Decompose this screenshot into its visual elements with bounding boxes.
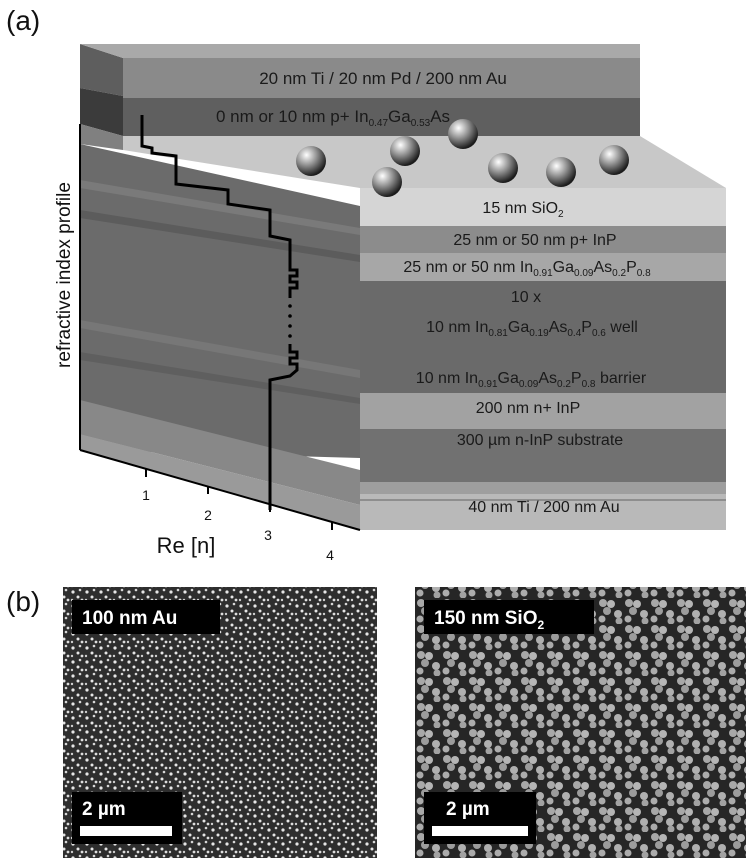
tick-label-3: 3 [264, 527, 272, 543]
layer-bottom-ti [360, 482, 726, 494]
sem-sio2-scale-bar [432, 826, 528, 836]
label-well: 10 nm In0.81Ga0.19As0.4P0.6 well [426, 319, 638, 339]
top-contact-block [80, 44, 640, 136]
label-metal-bottom: 40 nm Ti / 200 nm Au [468, 499, 619, 516]
panel-b-label: (b) [6, 586, 40, 617]
sem-image-au: 100 nm Au 2 µm [63, 587, 377, 858]
tick-label-4: 4 [326, 547, 334, 563]
sem-au-scale-text: 2 µm [82, 799, 126, 820]
label-sio2: 15 nm SiO2 [482, 200, 564, 220]
sem-image-sio2: 150 nm SiO2 2 µm [415, 587, 746, 858]
label-cap: 0 nm or 10 nm p+ In0.47Ga0.53As [216, 107, 450, 129]
sem-au-label-box [72, 600, 220, 634]
layer-p-inp [360, 226, 726, 253]
nanoparticle [296, 146, 326, 176]
label-barrier: 10 nm In0.91Ga0.09As0.2P0.8 barrier [416, 370, 647, 390]
nanoparticle [372, 167, 402, 197]
label-p-inp: 25 nm or 50 nm p+ InP [453, 232, 616, 249]
label-substrate: 300 µm n-InP substrate [457, 432, 623, 449]
label-repeat: 10 x [511, 289, 541, 306]
axis-title-re-n: Re [n] [157, 533, 216, 558]
label-metal-top: 20 nm Ti / 20 nm Pd / 200 nm Au [259, 69, 507, 88]
sem-sio2-scale-text: 2 µm [446, 799, 490, 820]
sem-sio2-label: 150 nm SiO2 [434, 608, 545, 632]
sem-sio2-label-box [424, 600, 594, 634]
layer-mqw [360, 281, 726, 393]
label-n-inp: 200 nm n+ InP [476, 400, 581, 417]
sem-au-label: 100 nm Au [82, 608, 177, 629]
profile-ellipsis-dots [288, 304, 292, 338]
stack-side-face [80, 44, 360, 530]
panel-a-label: (a) [6, 5, 40, 36]
tick-label-2: 2 [204, 507, 212, 523]
layer-sio2 [360, 188, 726, 226]
layer-n-inp [360, 393, 726, 429]
layer-quaternary-spacer [360, 253, 726, 281]
nanoparticle [546, 157, 576, 187]
sem-au-scale-bar [80, 826, 172, 836]
layer-substrate [360, 429, 726, 482]
tick-label-1: 1 [142, 487, 150, 503]
nanoparticle [390, 136, 420, 166]
side-label-refractive-index: refractive index profile [54, 182, 75, 368]
nanoparticles [296, 119, 629, 197]
nanoparticle [448, 119, 478, 149]
label-quaternary-spacer: 25 nm or 50 nm In0.91Ga0.09As0.2P0.8 [403, 259, 651, 279]
refractive-index-profile [140, 115, 299, 510]
stack-front-face [360, 188, 726, 530]
nanoparticle [599, 145, 629, 175]
nanoparticle [488, 153, 518, 183]
